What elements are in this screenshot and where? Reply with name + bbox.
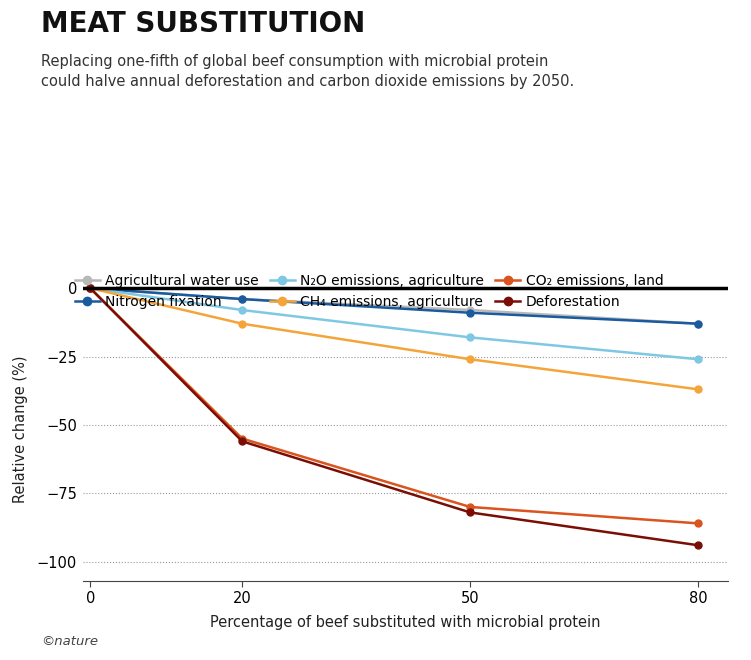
Legend: Agricultural water use, Nitrogen fixation, N₂O emissions, agriculture, CH₄ emiss: Agricultural water use, Nitrogen fixatio… (74, 275, 664, 309)
Text: ©nature: ©nature (41, 635, 98, 648)
Text: MEAT SUBSTITUTION: MEAT SUBSTITUTION (41, 10, 366, 38)
X-axis label: Percentage of beef substituted with microbial protein: Percentage of beef substituted with micr… (210, 614, 601, 630)
Text: Replacing one-fifth of global beef consumption with microbial protein
could halv: Replacing one-fifth of global beef consu… (41, 54, 575, 89)
Y-axis label: Relative change (%): Relative change (%) (14, 355, 29, 503)
